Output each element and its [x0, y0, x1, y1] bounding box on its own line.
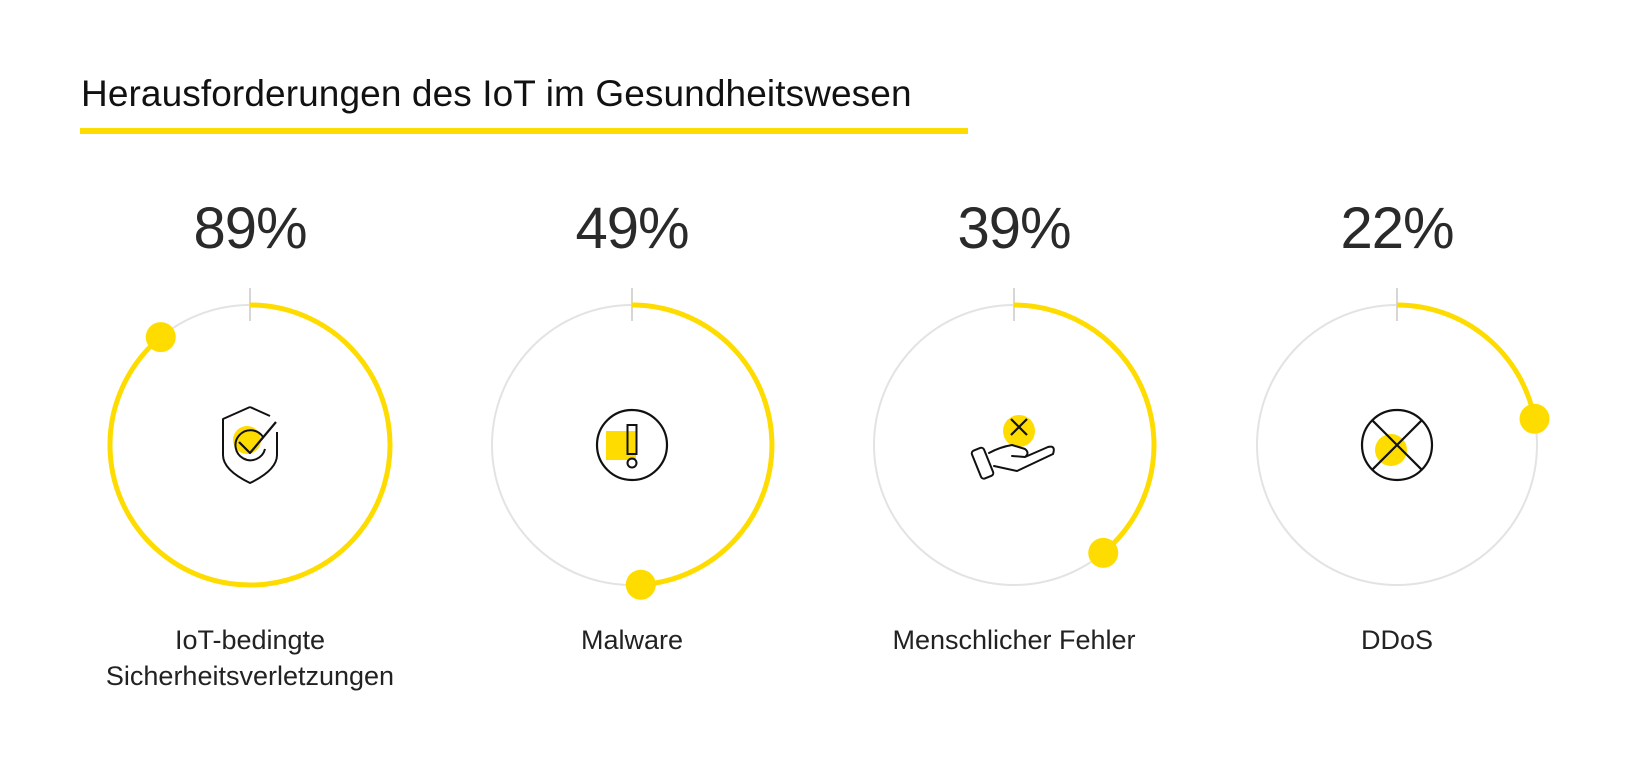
stat-label: Malware: [401, 622, 863, 658]
ring-end-dot: [145, 322, 176, 353]
ring-progress-arc: [631, 302, 775, 588]
ring-end-dot: [1088, 537, 1119, 568]
progress-ring: [491, 288, 775, 600]
stat-label: DDoS: [1166, 622, 1628, 658]
ring-progress-arc: [1396, 302, 1537, 420]
stat-value: 49%: [575, 196, 689, 261]
shield-check-icon: [222, 406, 278, 484]
stat-value: 39%: [957, 196, 1071, 261]
progress-ring: [107, 288, 393, 588]
ring-progress-arc: [107, 302, 393, 588]
alert-circle-icon: [595, 408, 669, 482]
stat-value: 22%: [1340, 196, 1454, 261]
title-underline: [80, 128, 968, 134]
stat-label-line: Sicherheitsverletzungen: [105, 661, 395, 691]
stat-human-error: 39% Menschlicher Fehler: [823, 0, 1205, 764]
hand-error-icon: [970, 415, 1055, 480]
stat-value: 89%: [193, 196, 307, 261]
stat-malware: 49% Malware: [441, 0, 823, 764]
stat-label-line: Menschlicher Fehler: [892, 625, 1136, 655]
stat-label-line: DDoS: [1360, 625, 1434, 655]
progress-ring: [1256, 288, 1550, 586]
stat-label-line: Malware: [580, 625, 684, 655]
ring-end-dot: [1519, 403, 1550, 434]
stat-label: Menschlicher Fehler: [783, 622, 1245, 658]
page-title: Herausforderungen des IoT im Gesundheits…: [81, 73, 912, 114]
progress-ring: [873, 288, 1157, 586]
ring-end-dot: [625, 569, 656, 600]
ring-progress-arc: [1013, 302, 1157, 555]
stat-label: IoT-bedingte Sicherheitsverletzungen: [19, 622, 481, 694]
blocked-circle-icon: [1360, 408, 1434, 482]
stat-label-line: IoT-bedingte: [174, 625, 326, 655]
stat-security-breaches: 89% IoT-bedingte Sicherheitsverletzungen: [59, 0, 441, 764]
stat-ddos: 22% DDoS: [1206, 0, 1588, 764]
